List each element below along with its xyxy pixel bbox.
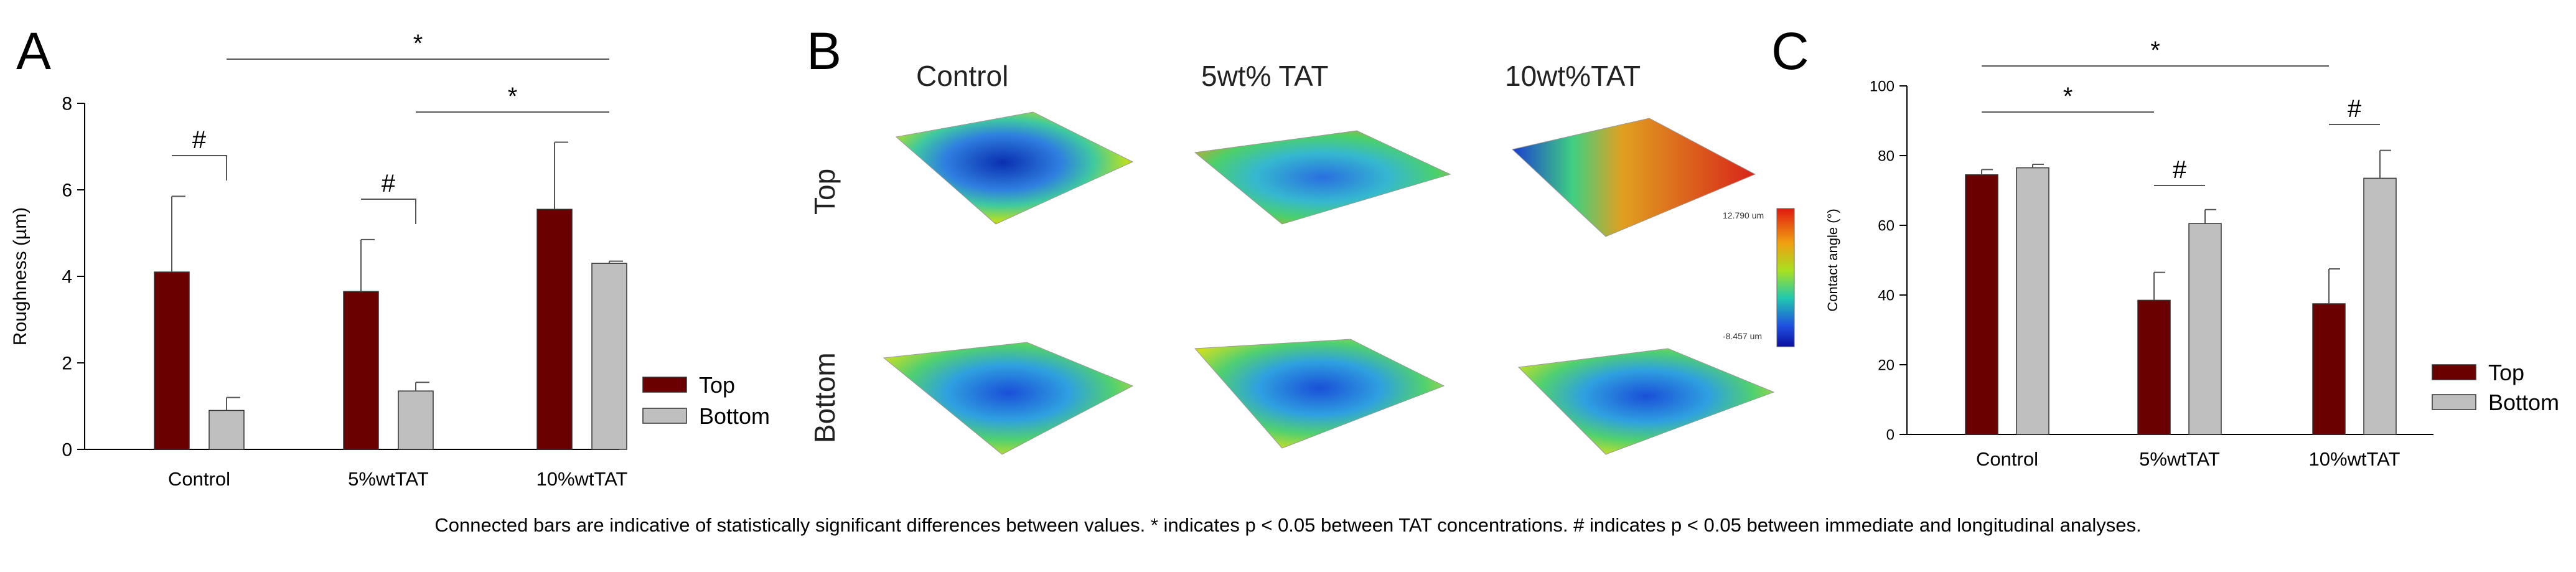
roughness-legend-swatch-top [642, 377, 687, 393]
roughness-bar-chart: 0 2 4 6 8 Roughness (µm) Control 5%wtTAT 10%wtTA… [10, 30, 770, 490]
contact-angle-x-tick-label: Control [1976, 448, 2038, 470]
panel-c-letter: C [1771, 22, 1809, 80]
contact-angle-bar-top [2312, 303, 2346, 435]
row-title-bottom: Bottom [808, 352, 841, 443]
colorbar-max-label: 12.790 um [1723, 210, 1764, 220]
surface-plots [883, 111, 1795, 455]
roughness-legend-swatch-bottom [642, 408, 687, 424]
roughness-significance-marker: # [382, 170, 396, 197]
contact-angle-significance-marker: * [2063, 83, 2073, 110]
contact-angle-legend-swatch-top [2432, 364, 2476, 380]
contact-angle-y-tick-label: 80 [1878, 148, 1895, 164]
roughness-bar-bottom [398, 390, 434, 450]
column-title-control: Control [916, 60, 1009, 92]
contact-angle-bar-bottom [2363, 177, 2397, 435]
surface-control-bottom [883, 342, 1134, 455]
roughness-y-axis-label: Roughness (µm) [10, 207, 30, 345]
height-colorbar [1776, 208, 1795, 347]
surface-5wt-bottom [1194, 339, 1445, 449]
roughness-significance-marker: * [413, 30, 423, 57]
roughness-y-tick-label: 8 [62, 94, 72, 115]
roughness-y-tick-label: 0 [62, 440, 72, 461]
contact-angle-bar-bottom [2188, 223, 2222, 435]
roughness-x-tick-label: Control [168, 468, 230, 490]
contact-angle-legend-label-bottom: Bottom [2488, 390, 2559, 415]
panel-b-letter: B [807, 22, 842, 80]
roughness-bar-bottom [591, 263, 627, 450]
roughness-bar-top [154, 271, 190, 450]
roughness-bar-bottom [208, 410, 245, 450]
roughness-legend-label-top: Top [699, 372, 735, 398]
contact-angle-bar-top [1965, 174, 1998, 435]
contact-angle-significance-marker: # [2348, 95, 2362, 123]
contact-angle-y-tick-label: 40 [1878, 287, 1895, 304]
colorbar-min-label: -8.457 um [1723, 331, 1763, 341]
column-title-10wt: 10wt%TAT [1505, 60, 1641, 92]
roughness-significance-bracket [172, 155, 227, 181]
contact-angle-significance-marker: * [2150, 37, 2160, 64]
contact-angle-y-tick-label: 20 [1878, 357, 1895, 373]
roughness-significance-marker: # [192, 126, 207, 154]
contact-angle-y-tick-label: 100 [1870, 78, 1895, 95]
column-title-5wt: 5wt% TAT [1201, 60, 1329, 92]
roughness-y-tick-label: 2 [62, 354, 72, 374]
contact-angle-x-tick-label: 10%wtTAT [2309, 448, 2400, 470]
roughness-y-tick-label: 4 [62, 267, 72, 288]
contact-angle-significance-marker: # [2173, 156, 2187, 184]
contact-angle-bar-chart: 0 20 40 60 80 100 Contact angle (°) Control 5%wt… [1825, 37, 2559, 470]
contact-angle-x-tick-label: 5%wtTAT [2139, 448, 2220, 470]
contact-angle-legend-swatch-bottom [2432, 394, 2476, 410]
contact-angle-bar-bottom [2016, 167, 2049, 435]
roughness-significance-bracket [361, 199, 416, 224]
contact-angle-legend-label-top: Top [2488, 360, 2524, 385]
surface-10wt-bottom [1517, 348, 1775, 455]
surface-control-top [895, 111, 1134, 225]
surface-5wt-top [1194, 130, 1451, 225]
roughness-bar-top [343, 291, 379, 450]
contact-angle-y-axis-label: Contact angle (°) [1825, 209, 1840, 311]
surface-10wt-top [1511, 118, 1756, 237]
roughness-x-tick-label: 5%wtTAT [348, 468, 429, 490]
roughness-y-tick-label: 6 [62, 181, 72, 201]
contact-angle-y-tick-label: 0 [1886, 426, 1895, 443]
roughness-significance-marker: * [508, 83, 518, 110]
roughness-legend-label-bottom: Bottom [699, 403, 770, 429]
roughness-bar-top [536, 209, 573, 450]
contact-angle-bar-top [2137, 299, 2171, 435]
roughness-x-tick-label: 10%wtTAT [536, 468, 628, 490]
contact-angle-y-tick-label: 60 [1878, 217, 1895, 234]
panel-a-letter: A [16, 22, 52, 80]
figure-caption: Connected bars are indicative of statist… [434, 514, 2142, 536]
row-title-top: Top [808, 168, 841, 215]
